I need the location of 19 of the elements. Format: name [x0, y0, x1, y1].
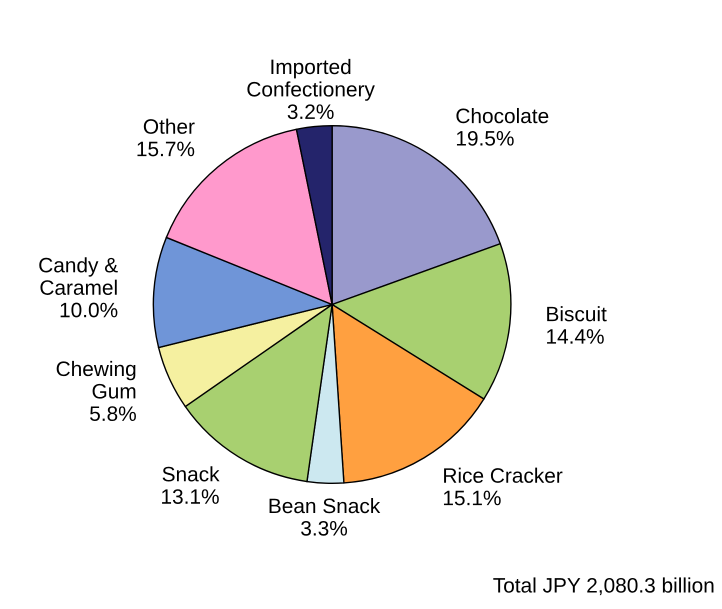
data-label: 15.1%: [444, 490, 501, 506]
data-label: 15.7%: [137, 142, 194, 156]
data-label: 19.5%: [456, 130, 514, 146]
data-label: 3.2%: [288, 104, 334, 120]
data-label: 10.0%: [60, 302, 118, 318]
slice-label: Candy & Caramel: [39, 257, 118, 295]
slice-label: Chocolate: [456, 108, 548, 124]
data-label: 14.4%: [547, 329, 604, 344]
slice-label: Rice Cracker: [444, 468, 562, 483]
data-label: 13.1%: [162, 489, 219, 504]
slice-label: Chewing Gum: [56, 360, 136, 399]
text: Total JPY 2,080.3 billion: [493, 577, 714, 596]
slice-label: Biscuit: [547, 306, 607, 322]
slice-label: Bean Snack: [270, 498, 380, 514]
slice-label: Snack: [162, 466, 220, 482]
data-label: 5.8%: [90, 406, 136, 422]
data-label: 3.3%: [301, 520, 348, 536]
slice-label: Imported Confectionery: [247, 58, 375, 101]
slice-label: Other: [144, 118, 195, 134]
